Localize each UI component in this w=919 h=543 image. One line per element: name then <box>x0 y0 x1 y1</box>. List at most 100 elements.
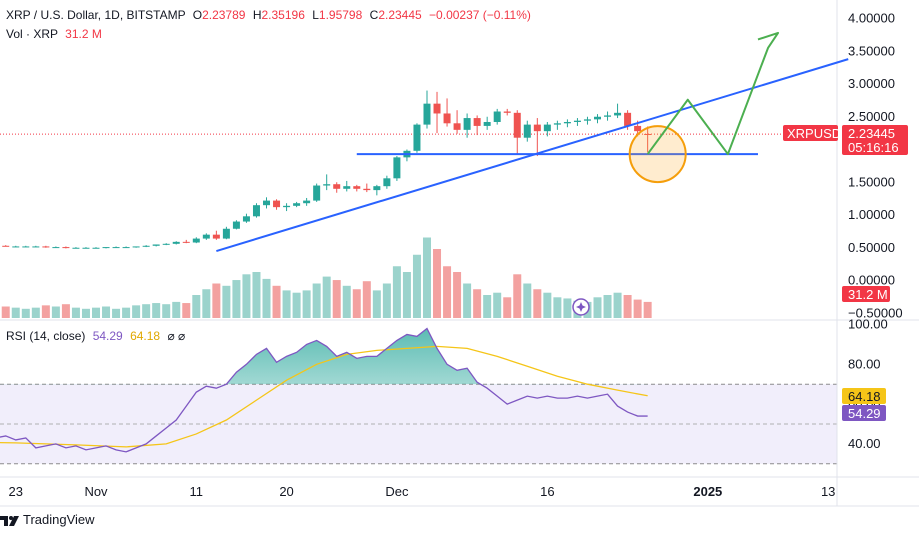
tradingview-brand[interactable]: TradingView <box>23 512 95 527</box>
candle-body <box>553 123 561 125</box>
candle-body <box>12 246 20 248</box>
volume-bar <box>503 297 512 318</box>
volume-bar <box>633 299 642 318</box>
price-tick-label: 0.00000 <box>848 273 895 288</box>
volume-bar <box>332 280 341 318</box>
candle-body <box>493 111 501 122</box>
volume-bar <box>242 274 251 318</box>
volume-bar <box>412 254 421 318</box>
ohlc-high: H2.35196 <box>252 8 305 22</box>
countdown-text: 05:16:16 <box>848 140 899 155</box>
candle-body <box>52 247 60 249</box>
candle-body <box>212 234 220 239</box>
candle-body <box>293 203 301 206</box>
price-tick-label: 3.50000 <box>848 43 895 58</box>
volume-bar <box>603 295 612 318</box>
volume-bar <box>21 308 30 318</box>
candle-body <box>583 119 591 121</box>
price-tick-label: −0.50000 <box>848 305 903 320</box>
candle-body <box>303 200 311 204</box>
volume-bar <box>222 285 231 318</box>
ohlc-change: −0.00237 (−0.11%) <box>429 8 531 22</box>
rsi-visibility-icons[interactable]: ⌀ ⌀ <box>167 329 186 343</box>
volume-legend: Vol · XRP 31.2 M <box>6 27 102 41</box>
volume-bar <box>302 290 311 318</box>
volume-bar <box>382 283 391 318</box>
rsi-tick-label: 100.00 <box>848 317 888 332</box>
symbol-badge-text: XRPUSD <box>787 126 841 141</box>
volume-bar <box>192 295 201 318</box>
volume-bar <box>152 303 161 318</box>
volume-bar <box>31 307 40 318</box>
candle-body <box>373 186 381 191</box>
candle-body <box>433 103 441 114</box>
time-tick-label: Dec <box>385 484 409 499</box>
rsi-value: 54.29 <box>92 329 123 343</box>
highlight-circle <box>628 125 687 184</box>
volume-bar <box>523 283 532 318</box>
candle-body <box>82 247 90 249</box>
volume-bar <box>81 308 90 318</box>
rsi-ma-badge <box>842 388 886 404</box>
rsi-band-fill <box>0 384 837 464</box>
rsi-tick-label: 40.00 <box>848 436 881 451</box>
candle-body <box>32 246 40 248</box>
volume-bar <box>1 306 10 318</box>
sparkle-star <box>576 302 586 312</box>
volume-bar <box>543 292 552 318</box>
rsi-ma-badge-text: 64.18 <box>848 389 881 404</box>
volume-bar <box>262 278 271 318</box>
candle-body <box>42 246 50 248</box>
volume-bar <box>102 306 111 318</box>
symbol-badge <box>783 125 838 141</box>
time-tick-label: 11 <box>190 484 204 499</box>
ohlc-close: C2.23445 <box>369 8 422 22</box>
candle-body <box>182 241 190 243</box>
volume-bar <box>132 305 141 318</box>
volume-bar <box>282 290 291 318</box>
candle-body <box>62 247 70 249</box>
candle-body <box>162 243 170 245</box>
volume-bar <box>493 292 502 318</box>
candle-body <box>473 118 481 126</box>
projection-path <box>646 31 780 156</box>
volume-value: 31.2 M <box>65 27 102 41</box>
volume-badge-text: 31.2 M <box>848 287 888 302</box>
candle-body <box>594 116 601 120</box>
tradingview-logo-icon[interactable] <box>0 514 20 528</box>
volume-bar <box>613 292 622 318</box>
candle-body <box>202 234 210 239</box>
candle-body <box>644 133 652 135</box>
symbol-line: XRP / U.S. Dollar, 1D, BITSTAMP <box>6 8 186 22</box>
candle-body <box>443 113 451 124</box>
volume-bar <box>342 285 351 318</box>
volume-bar <box>513 274 522 318</box>
candle-body <box>483 121 491 126</box>
time-tick-label: 13 <box>821 484 835 499</box>
candle-body <box>252 205 260 217</box>
candle-body <box>152 244 160 246</box>
candle-body <box>563 121 571 124</box>
candle-body <box>463 118 471 130</box>
volume-bar <box>443 266 452 318</box>
rsi-line <box>0 327 648 453</box>
candle-body <box>363 188 371 191</box>
candle-body <box>533 124 541 132</box>
candle-body <box>333 184 341 189</box>
volume-bar <box>122 307 131 318</box>
candle-body <box>172 241 180 244</box>
rsi-tick-label: 80.00 <box>848 356 881 371</box>
candle-body <box>604 115 612 117</box>
volume-bar <box>352 289 361 318</box>
volume-bar <box>41 305 50 318</box>
candle-body <box>132 246 140 248</box>
time-tick-label: 2025 <box>693 484 722 499</box>
candle-body <box>273 200 281 208</box>
candle-body <box>142 245 150 247</box>
time-tick-label: Nov <box>84 484 108 499</box>
rsi-badge <box>842 405 886 421</box>
volume-label: Vol · XRP <box>6 27 58 41</box>
volume-bar <box>172 301 181 318</box>
volume-bar <box>433 249 442 318</box>
